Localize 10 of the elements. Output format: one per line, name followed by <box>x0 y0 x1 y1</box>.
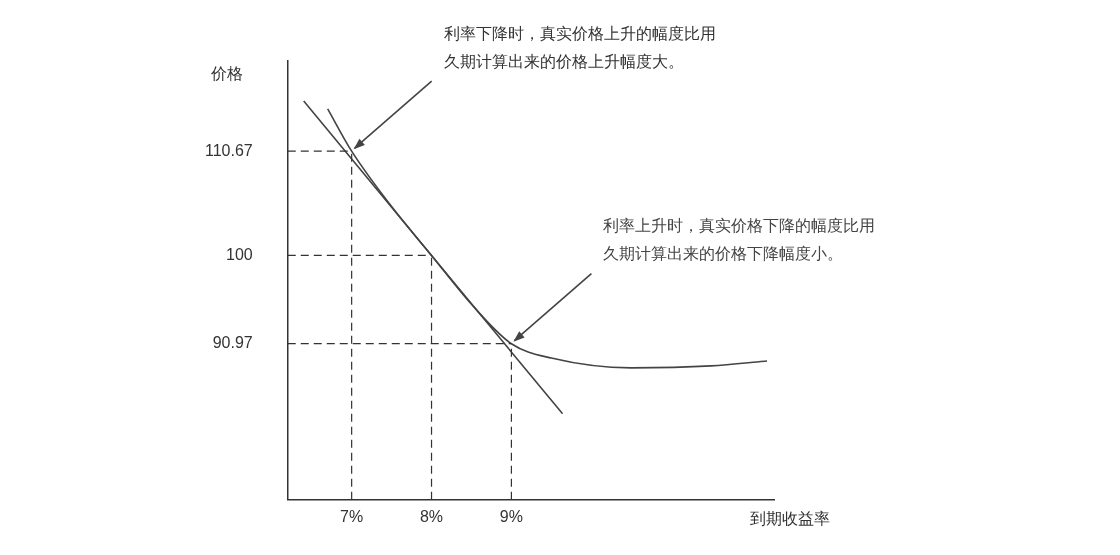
y-tick-label: 90.97 <box>212 334 253 352</box>
y-tick-label: 100 <box>226 245 253 263</box>
x-tick-label: 7% <box>340 507 364 525</box>
x-axis-title: 到期收益率 <box>750 510 830 528</box>
y-axis-title: 价格 <box>209 65 243 83</box>
annotation: 利率下降时，真实价格上升的幅度比用久期计算出来的价格上升幅度大。 <box>443 24 716 70</box>
annotation: 利率上升时，真实价格下降的幅度比用久期计算出来的价格下降幅度小。 <box>603 217 876 263</box>
y-tick-label: 110.67 <box>205 141 253 159</box>
x-tick-label: 8% <box>419 507 444 525</box>
x-tick-label: 9% <box>499 507 523 525</box>
